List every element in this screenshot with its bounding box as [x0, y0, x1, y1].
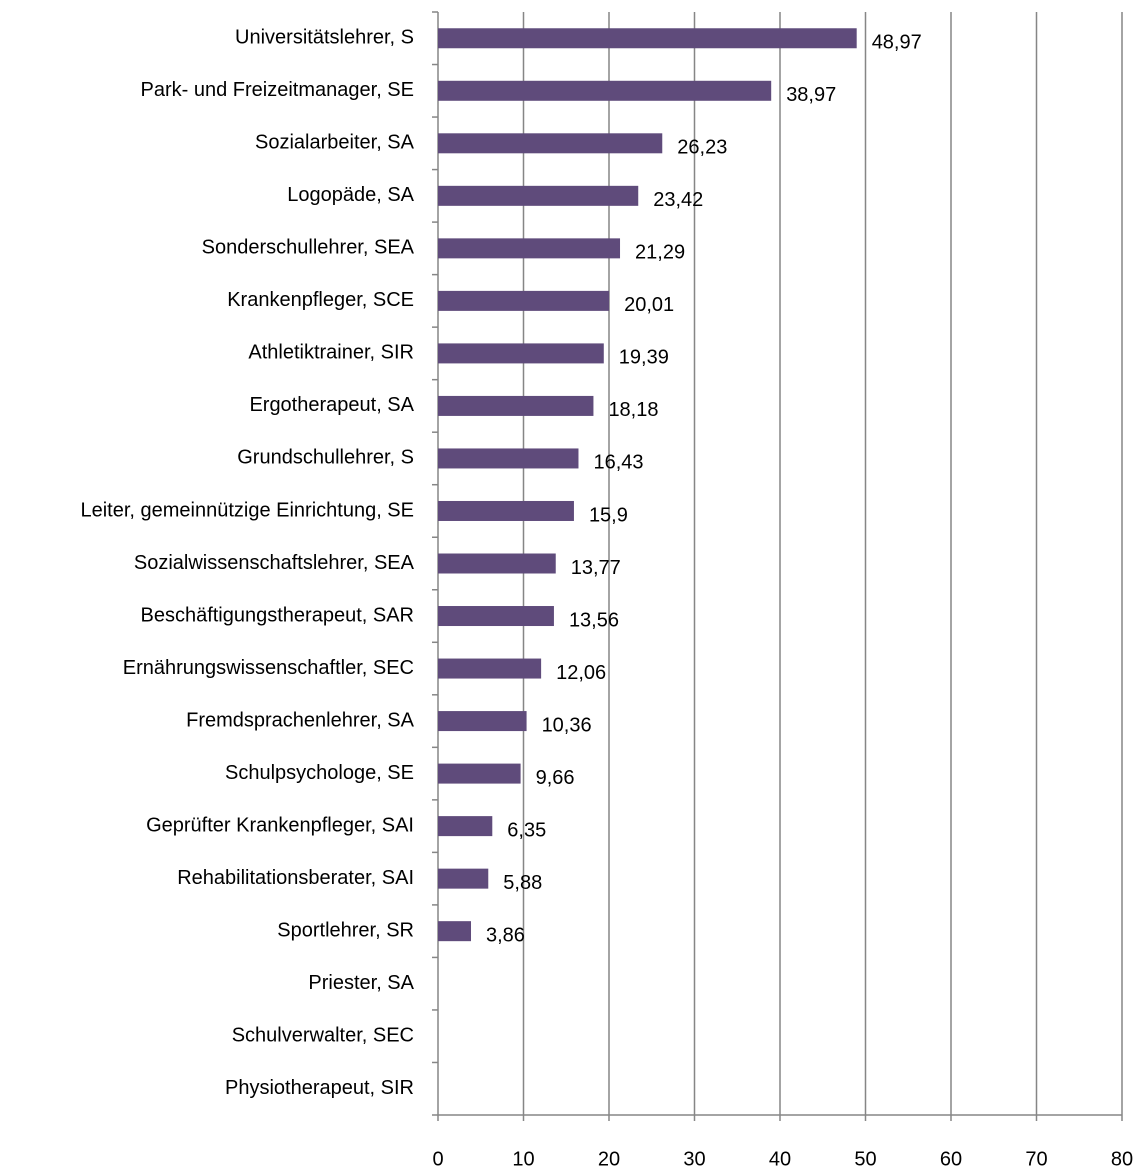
data-label: 18,18 [608, 399, 658, 421]
bar [438, 606, 554, 627]
bar [438, 553, 556, 574]
x-tick-label: 10 [512, 1148, 534, 1169]
y-tick-label: Krankenpfleger, SCE [227, 289, 414, 311]
bar [438, 185, 639, 206]
data-label: 12,06 [556, 662, 606, 684]
data-label: 21,29 [635, 242, 685, 264]
data-label: 3,86 [486, 924, 525, 946]
bar [438, 238, 621, 259]
bar [438, 868, 489, 889]
y-tick-label: Sozialwissenschaftslehrer, SEA [134, 552, 415, 574]
y-tick-label: Sozialarbeiter, SA [255, 132, 415, 154]
bar [438, 343, 604, 364]
x-tick-label: 60 [940, 1148, 962, 1169]
bar [438, 80, 772, 101]
data-label: 15,9 [589, 504, 628, 526]
y-tick-label: Schulpsychologe, SE [225, 762, 414, 784]
x-tick-label: 40 [769, 1148, 791, 1169]
y-tick-label: Priester, SA [308, 972, 414, 994]
x-tick-label: 0 [432, 1148, 443, 1169]
data-label: 19,39 [619, 347, 669, 369]
bar [438, 500, 574, 521]
data-label: 13,77 [571, 557, 621, 579]
bar [438, 395, 594, 416]
data-label: 26,23 [677, 137, 727, 159]
bar [438, 133, 663, 154]
data-label: 5,88 [503, 872, 542, 894]
y-tick-label: Schulverwalter, SEC [232, 1024, 414, 1046]
y-tick-label: Park- und Freizeitmanager, SE [141, 79, 414, 101]
y-tick-label: Physiotherapeut, SIR [225, 1077, 414, 1099]
y-tick-label: Beschäftigungstherapeut, SAR [140, 604, 414, 626]
data-label: 20,01 [624, 294, 674, 316]
y-tick-label: Ergotherapeut, SA [249, 394, 414, 416]
y-tick-label: Universitätslehrer, S [235, 27, 414, 49]
data-label: 10,36 [542, 714, 592, 736]
y-tick-label: Athletiktrainer, SIR [248, 342, 414, 364]
bar [438, 658, 542, 679]
bar [438, 921, 472, 942]
bar [438, 763, 521, 784]
bar [438, 816, 493, 837]
data-label: 13,56 [569, 609, 619, 631]
data-label: 23,42 [653, 189, 703, 211]
x-tick-label: 80 [1111, 1148, 1133, 1169]
y-tick-label: Leiter, gemeinnützige Einrichtung, SE [80, 499, 414, 521]
data-label: 38,97 [786, 84, 836, 106]
data-label: 6,35 [507, 819, 546, 841]
data-label: 9,66 [536, 767, 575, 789]
y-tick-label: Fremdsprachenlehrer, SA [186, 709, 415, 731]
y-tick-label: Logopäde, SA [287, 184, 414, 206]
y-tick-label: Grundschullehrer, S [237, 447, 414, 469]
data-label: 48,97 [872, 32, 922, 54]
x-tick-label: 70 [1025, 1148, 1047, 1169]
x-tick-label: 30 [683, 1148, 705, 1169]
y-tick-label: Rehabilitationsberater, SAI [177, 867, 414, 889]
y-tick-label: Sonderschullehrer, SEA [202, 237, 415, 259]
x-tick-label: 20 [598, 1148, 620, 1169]
bar [438, 290, 610, 311]
bar [438, 28, 857, 49]
x-tick-label: 50 [854, 1148, 876, 1169]
bar [438, 448, 579, 469]
y-tick-label: Ernährungswissenschaftler, SEC [123, 657, 414, 679]
bar [438, 711, 527, 732]
data-label: 16,43 [593, 452, 643, 474]
y-tick-label: Sportlehrer, SR [277, 919, 414, 941]
y-tick-label: Geprüfter Krankenpfleger, SAI [146, 814, 414, 836]
